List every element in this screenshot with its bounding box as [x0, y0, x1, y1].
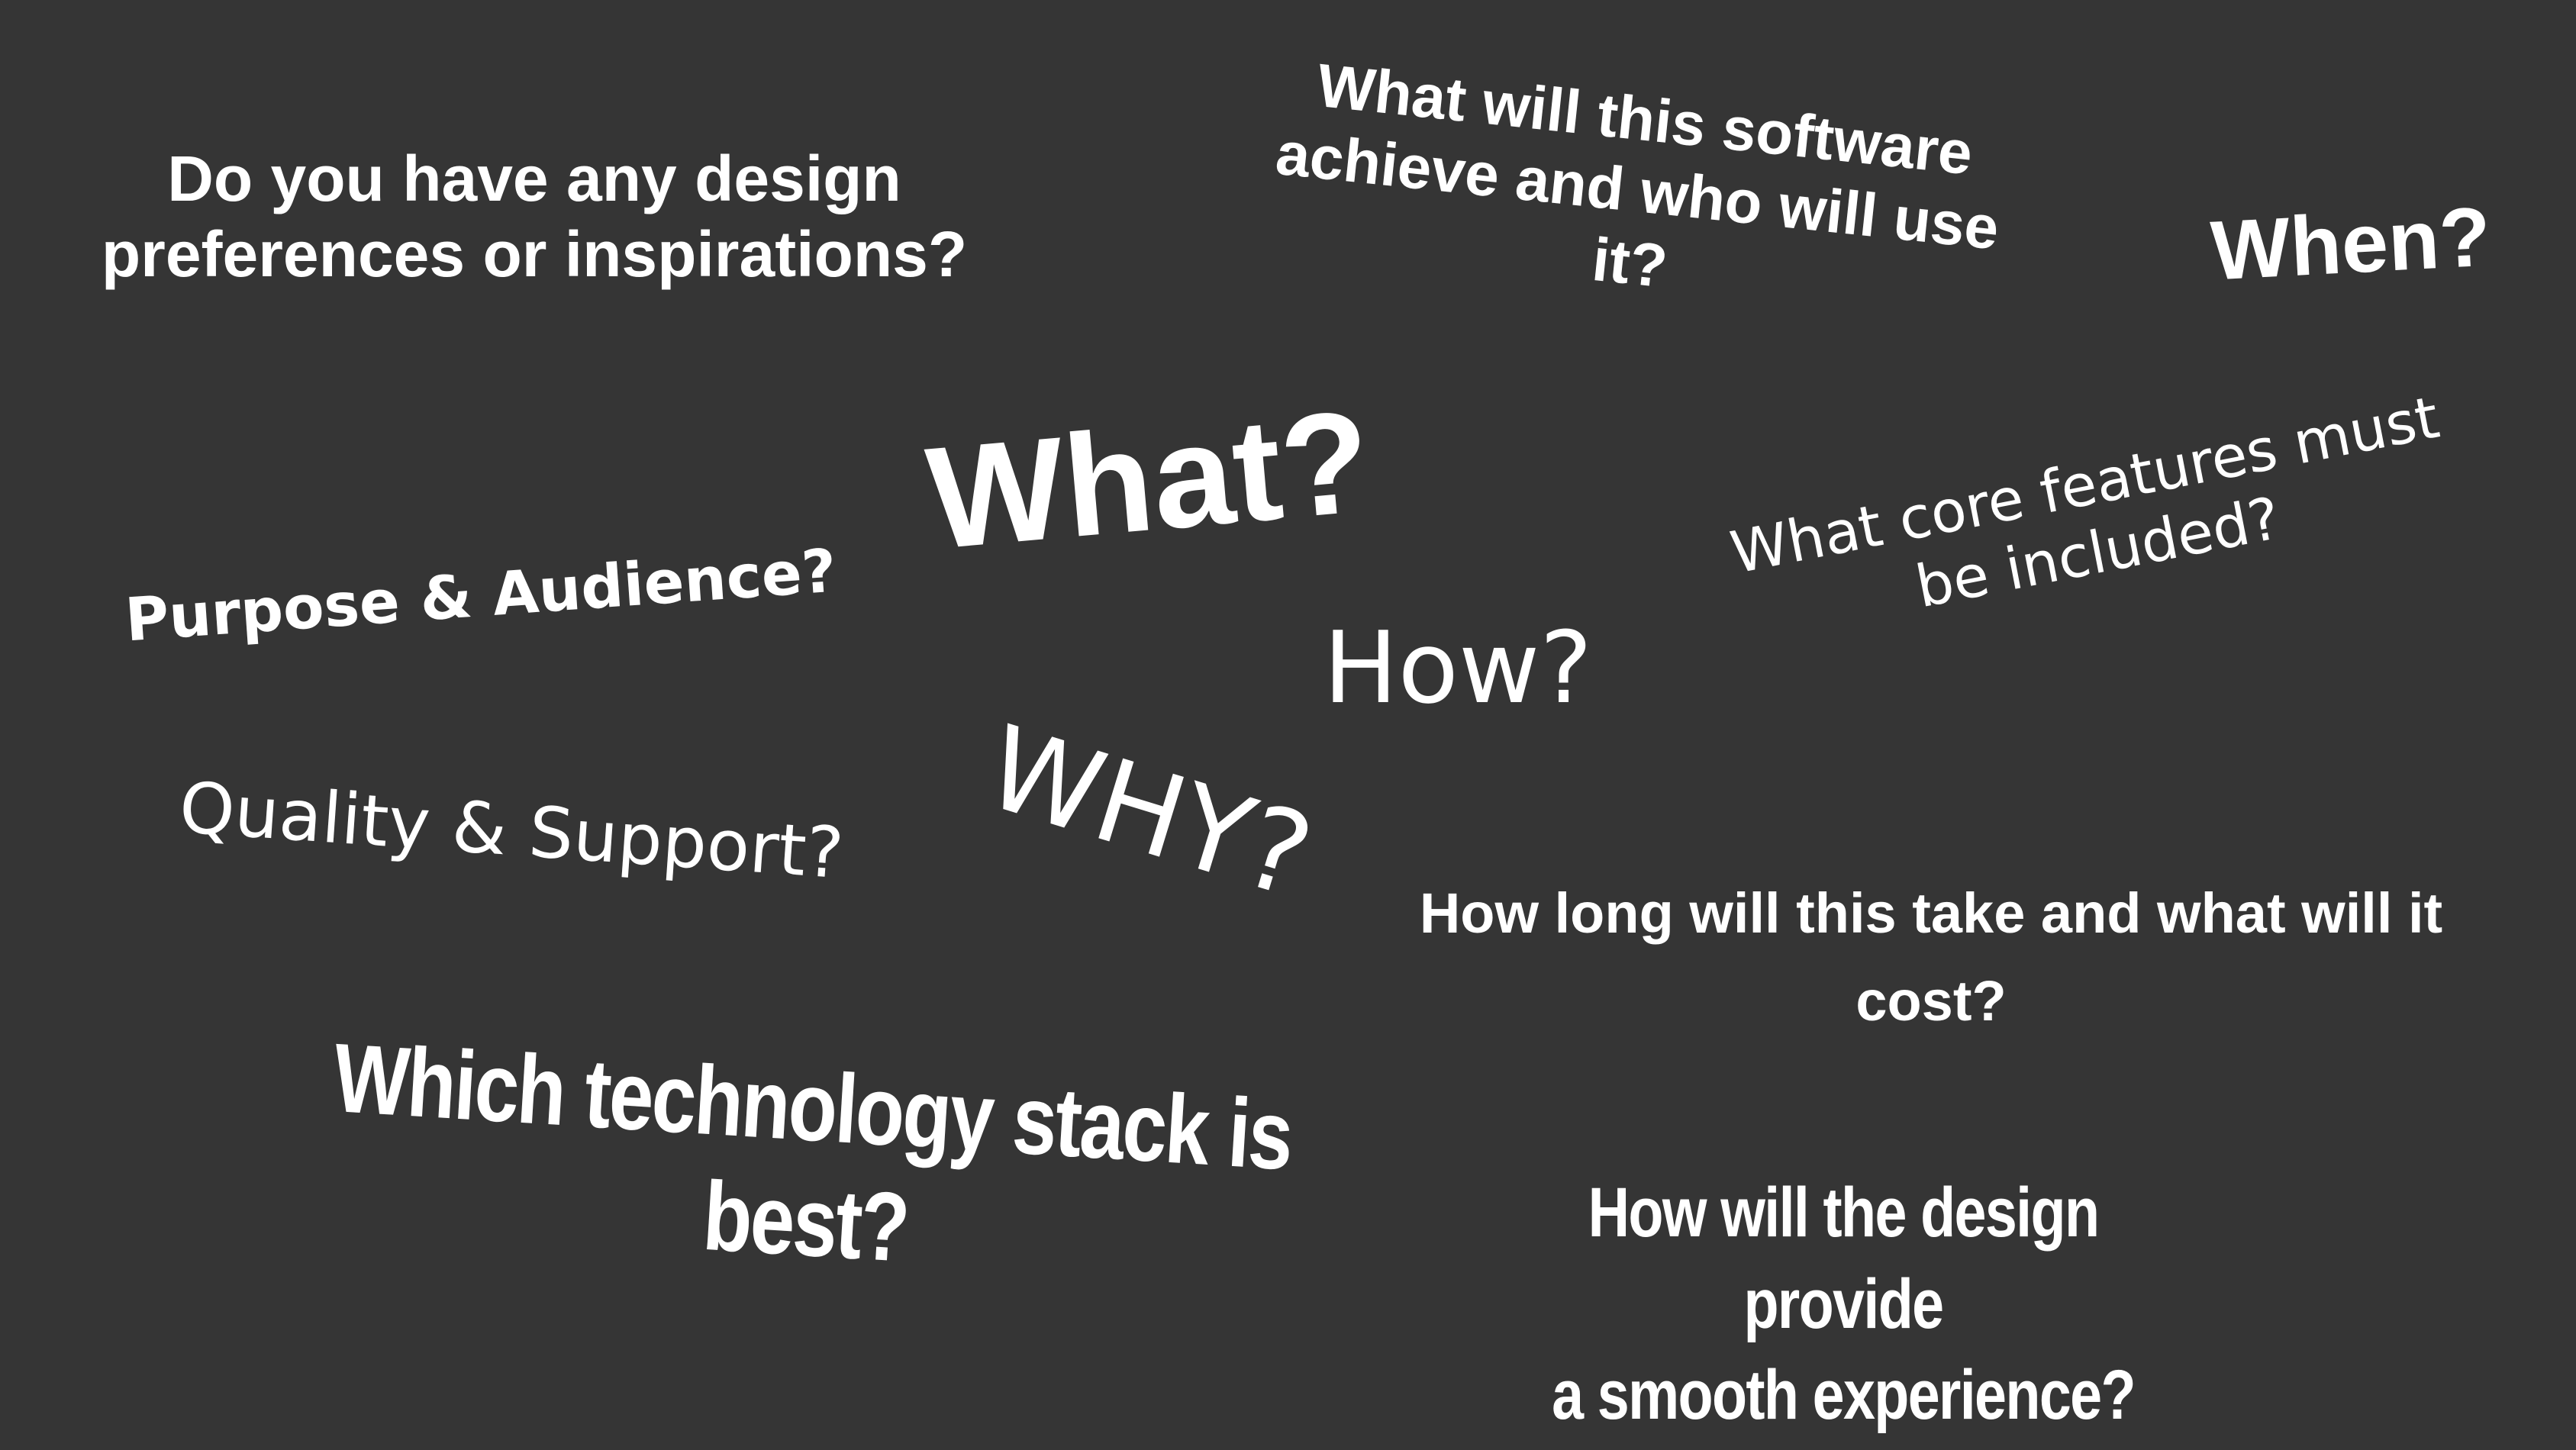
purpose-audience-question: Purpose & Audience? [123, 536, 839, 656]
core-features-question: What core features must be included? [1725, 382, 2445, 621]
technology-stack-question: Which technology stack is best? [330, 1023, 1295, 1283]
what-question: What? [920, 380, 1377, 581]
time-cost-question: How long will this take and what will it… [1419, 881, 2443, 1033]
why-question: WHY? [971, 701, 1327, 925]
smooth-experience-question: How will the design provide a smooth exp… [1552, 1174, 2136, 1435]
quality-support-question: Quality & Support? [176, 766, 846, 895]
design-preferences-question: Do you have any design preferences or in… [101, 143, 968, 291]
software-goal-question: What will this software achieve and who … [1272, 50, 2003, 301]
how-question: How? [1323, 610, 1593, 726]
when-question: When? [2208, 189, 2494, 298]
